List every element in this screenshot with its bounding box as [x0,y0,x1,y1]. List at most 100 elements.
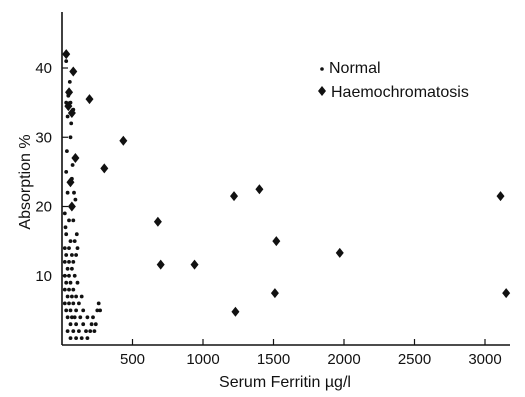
normal-point [79,294,84,299]
haemochromatosis-point [66,177,75,188]
normal-point [68,135,73,140]
x-tick-label: 1000 [186,351,219,368]
legend-label-normal: Normal [329,60,381,77]
x-tick-label: 2500 [398,351,431,368]
normal-point [62,260,67,264]
x-axis-label: Serum Ferritin µg/l [219,374,351,391]
normal-point [68,308,73,313]
normal-point [67,80,72,84]
legend-label-haemochromatosis: Haemochromatosis [331,84,469,101]
normal-point [78,315,83,320]
haemochromatosis-point [100,163,109,174]
normal-point [71,301,76,306]
legend-marker-haemochromatosis [318,86,326,96]
x-tick-label: 500 [120,351,145,368]
normal-point [65,315,70,320]
axes [61,12,510,346]
normal-point [64,308,69,313]
normal-point [65,329,70,333]
legend-marker-normal [320,67,324,71]
haemochromatosis-point [496,191,505,202]
normal-point [65,190,70,195]
normal-point [85,315,90,320]
normal-point [68,280,73,285]
normal-point [64,59,69,63]
normal-point [74,232,79,237]
normal-point [74,336,78,340]
normal-point [72,273,77,278]
normal-point [81,322,86,327]
normal-point [71,287,76,292]
normal-point [70,253,74,257]
x-tick-label: 2000 [327,351,360,368]
normal-point [70,294,74,299]
normal-point [67,218,71,223]
haemochromatosis-point [335,247,344,258]
haemochromatosis-point [62,49,71,60]
haemochromatosis-point [67,108,76,119]
normal-point [81,308,86,313]
data-points [62,49,511,340]
normal-point [62,211,67,216]
normal-point [73,197,78,202]
haemochromatosis-point [67,201,76,212]
normal-point [67,301,71,306]
x-tick-label: 1500 [257,351,290,368]
normal-point [65,266,70,271]
normal-point [67,260,71,264]
haemochromatosis-point [85,94,94,105]
normal-point [95,308,100,313]
normal-point [88,329,93,333]
normal-point [65,114,70,119]
normal-point [69,121,74,126]
normal-point [74,253,78,257]
normal-point [64,253,69,257]
normal-point [68,336,73,340]
normal-point [63,225,68,230]
normal-point [91,315,95,320]
normal-point [70,315,74,320]
normal-point [68,239,73,244]
normal-point [62,273,67,278]
x-tick-label: 3000 [468,351,501,368]
normal-point [75,280,80,285]
normal-point [71,260,76,264]
haemochromatosis-point [71,153,80,164]
y-tick-label: 40 [35,60,52,77]
normal-point [72,190,76,195]
normal-point [62,301,67,306]
normal-point [70,266,74,271]
normal-point [92,329,97,333]
y-axis-label: Absorption % [17,134,34,229]
haemochromatosis-point [230,191,239,202]
normal-point [98,308,102,313]
haemochromatosis-point [64,101,73,112]
normal-point [84,329,88,333]
normal-point [64,170,69,174]
haemochromatosis-point [255,184,264,195]
haemochromatosis-point [190,259,199,270]
normal-point [64,280,69,285]
normal-point [77,329,81,333]
normal-point [89,322,94,327]
normal-point [67,273,71,278]
normal-point [65,294,70,299]
haemochromatosis-point [272,236,281,247]
haemochromatosis-point [69,66,78,77]
normal-point [79,336,84,340]
y-tick-label: 10 [35,268,52,285]
haemochromatosis-point [65,87,74,98]
normal-point [68,322,73,327]
normal-point [70,163,75,167]
tick-labels: 500 1000 1500 2000 2500 3000 10 20 30 40 [35,60,501,368]
haemochromatosis-point [153,216,162,227]
haemochromatosis-point [119,135,128,146]
normal-point [74,294,78,299]
normal-point [96,301,101,306]
legend: Normal Haemochromatosis [318,60,469,101]
normal-point [85,336,90,340]
normal-point [72,315,77,320]
normal-point [64,232,69,237]
haemochromatosis-point [231,306,240,317]
